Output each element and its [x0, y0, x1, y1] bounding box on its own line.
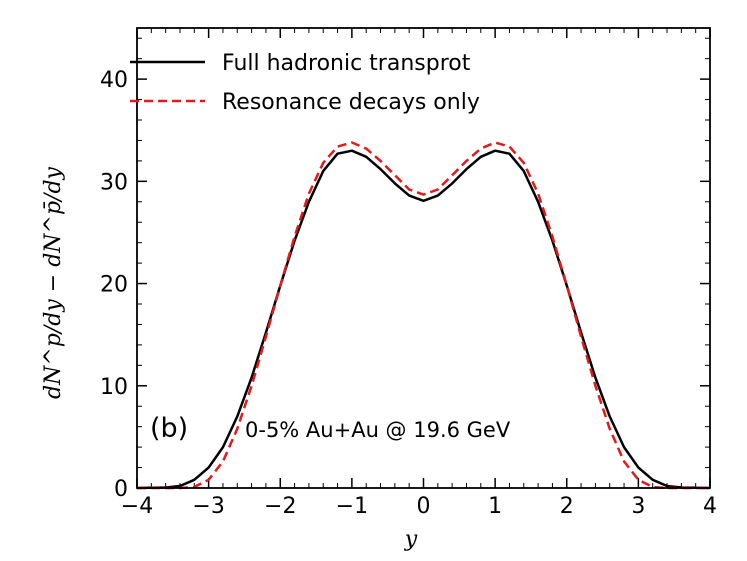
legend-label-full: Full hadronic transprot [222, 51, 471, 76]
x-tick-label: −3 [192, 494, 224, 519]
series-layer [136, 141, 711, 490]
x-tick-label: −4 [121, 494, 153, 519]
system-label: 0-5% Au+Au @ 19.6 GeV [245, 418, 511, 442]
x-axis-label: y [404, 527, 418, 552]
x-tick-label: 0 [417, 494, 431, 519]
x-tick-label: −1 [336, 494, 368, 519]
plot-frame [136, 27, 711, 489]
x-tick-label: 2 [560, 494, 574, 519]
x-tick-label: −2 [264, 494, 296, 519]
y-tick-label: 10 [100, 375, 128, 400]
legend-label-resonance: Resonance decays only [222, 90, 480, 115]
series-line-resonance-decays [137, 141, 710, 490]
y-tick-label: 0 [114, 477, 128, 502]
x-tick-label: 4 [703, 494, 717, 519]
legend: Full hadronic transprot Resonance decays… [130, 51, 480, 115]
y-tick-label: 20 [100, 273, 128, 298]
y-tick-label: 40 [100, 68, 128, 93]
panel-label: (b) [150, 413, 188, 444]
series-line-full-hadronic [136, 149, 711, 490]
x-tick-label: 1 [488, 494, 502, 519]
y-tick-label: 30 [100, 170, 128, 195]
x-tick-label: 3 [631, 494, 645, 519]
y-axis-label: dN^p/dy − dN^p̄/dy [41, 166, 66, 399]
